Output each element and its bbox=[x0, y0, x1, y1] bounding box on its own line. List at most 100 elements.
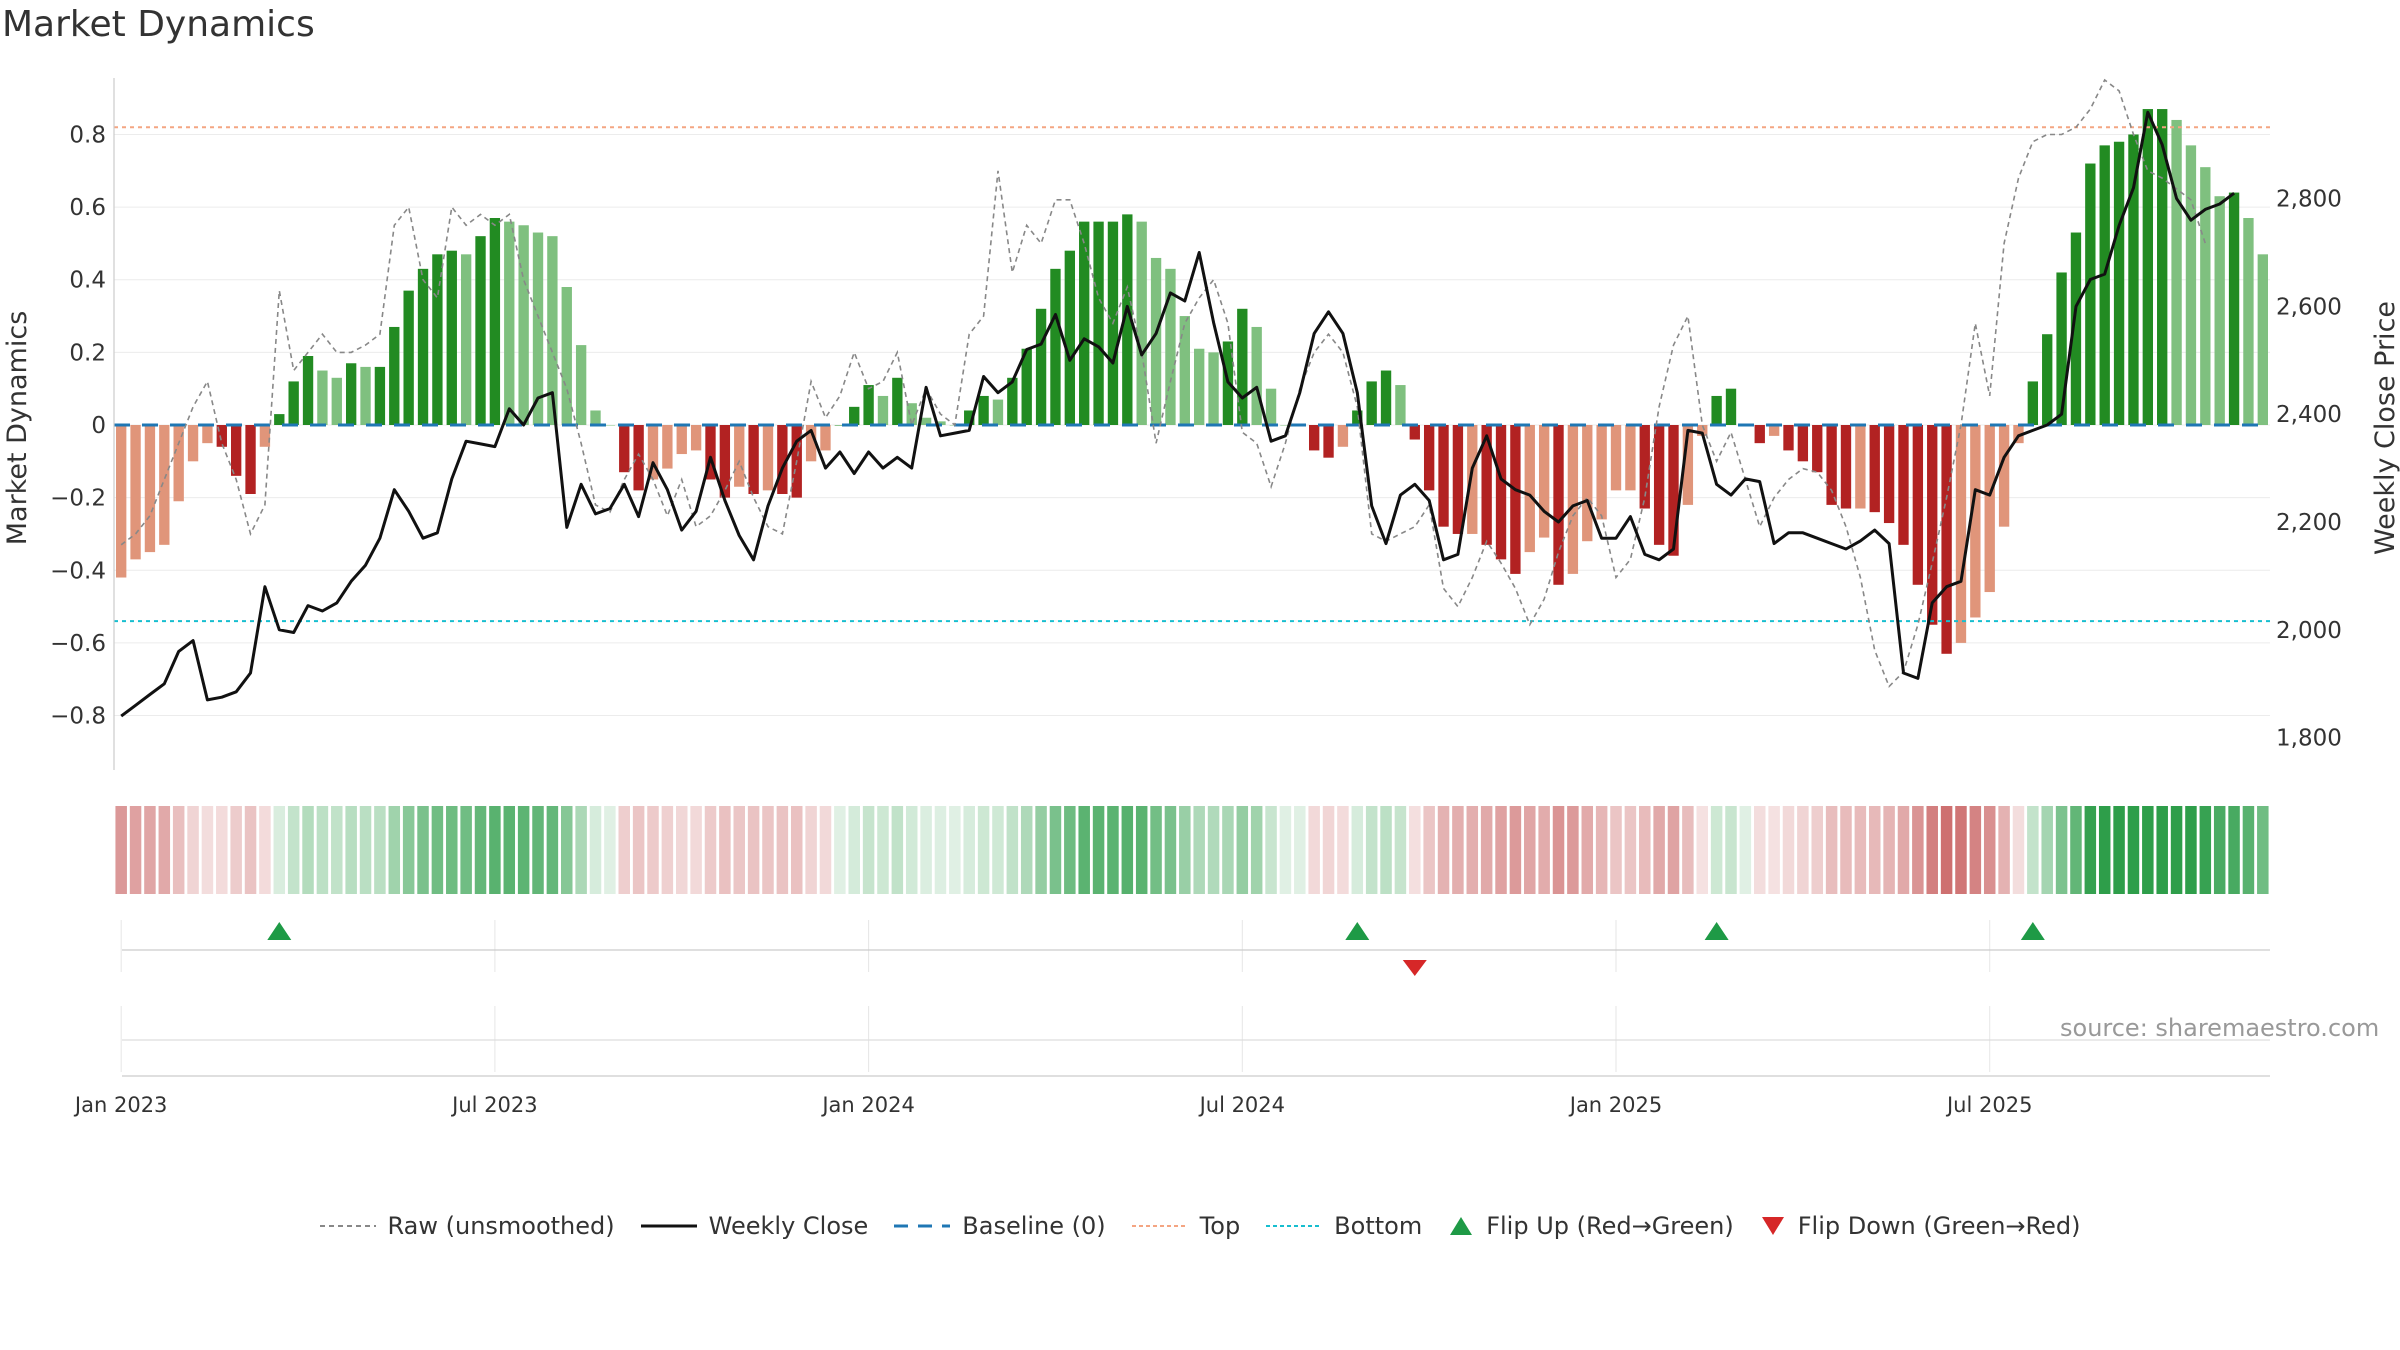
regime-band-cell bbox=[1006, 806, 1019, 894]
legend-item-flip-up: Flip Up (Red→Green) bbox=[1448, 1212, 1734, 1240]
regime-band-cell bbox=[1365, 806, 1378, 894]
regime-band-cell bbox=[359, 806, 372, 894]
dynamics-bar bbox=[1524, 425, 1535, 553]
y-right-tick-label: 2,200 bbox=[2276, 510, 2342, 536]
legend-item-close: Weekly Close bbox=[640, 1212, 868, 1240]
dynamics-bar bbox=[187, 425, 199, 462]
regime-band-cell bbox=[1739, 806, 1752, 894]
regime-band-cell bbox=[1337, 806, 1349, 894]
regime-band-cell bbox=[2228, 806, 2240, 894]
dynamics-bar bbox=[805, 425, 817, 462]
dynamics-bar bbox=[1093, 221, 1104, 425]
y-left-tick-label: 0.4 bbox=[69, 268, 106, 294]
raw-series-line bbox=[120, 78, 2207, 688]
dynamics-bar bbox=[1438, 425, 1449, 527]
dynamics-bar bbox=[647, 425, 659, 480]
dynamics-bar bbox=[1481, 425, 1492, 545]
regime-band-cell bbox=[1423, 806, 1435, 894]
dynamics-bar bbox=[1064, 250, 1076, 425]
dynamics-bar bbox=[1567, 425, 1579, 574]
dynamics-bar bbox=[1998, 425, 2010, 527]
regime-band-cell bbox=[1538, 806, 1550, 894]
dynamics-bar bbox=[159, 425, 170, 545]
regime-band-cell bbox=[2142, 806, 2154, 894]
dynamics-bar bbox=[1840, 425, 1852, 509]
regime-band-cell bbox=[719, 806, 731, 894]
regime-band-cell bbox=[1064, 806, 1076, 894]
dynamics-bar bbox=[1927, 425, 1938, 625]
regime-band-cell bbox=[1725, 806, 1737, 894]
regime-band-cell bbox=[632, 806, 645, 894]
dynamics-bar bbox=[1423, 425, 1435, 491]
regime-band-cell bbox=[460, 806, 472, 894]
dynamics-bar bbox=[1035, 308, 1047, 425]
regime-band-cell bbox=[532, 806, 544, 894]
dynamics-bar bbox=[1711, 395, 1722, 425]
regime-band-cell bbox=[345, 806, 357, 894]
dynamics-bar bbox=[1912, 425, 1924, 585]
dynamics-bar bbox=[705, 425, 716, 480]
dynamics-bar bbox=[1955, 425, 1967, 643]
regime-band-cell bbox=[1912, 806, 1924, 894]
regime-band-cell bbox=[690, 806, 702, 894]
regime-band-cell bbox=[920, 806, 932, 894]
dynamics-bar bbox=[403, 290, 414, 425]
dynamics-bar bbox=[274, 414, 285, 425]
regime-band-cell bbox=[1265, 806, 1277, 894]
line-layer bbox=[114, 78, 2270, 718]
regime-band-cell bbox=[1667, 806, 1680, 894]
regime-band-cell bbox=[2170, 806, 2183, 894]
regime-band-cell bbox=[273, 806, 286, 894]
x-tick-label: Jul 2024 bbox=[1198, 1093, 1285, 1117]
dynamics-bar bbox=[1352, 410, 1363, 425]
regime-band-cell bbox=[963, 806, 975, 894]
regime-band-cell bbox=[1840, 806, 1852, 894]
dynamics-bar bbox=[2042, 334, 2053, 425]
dynamics-bar bbox=[2257, 254, 2268, 425]
regime-band-cell bbox=[747, 806, 760, 894]
regime-band-cell bbox=[2156, 806, 2168, 894]
regime-band-cell bbox=[503, 806, 516, 894]
regime-band-cell bbox=[2242, 806, 2255, 894]
regime-band-cell bbox=[1567, 806, 1579, 894]
dynamics-bar bbox=[676, 425, 687, 455]
regime-band-cell bbox=[1308, 806, 1320, 894]
regime-band-cell bbox=[1193, 806, 1205, 894]
regime-band-cell bbox=[977, 806, 990, 894]
regime-band-cell bbox=[1380, 806, 1392, 894]
dynamics-bar bbox=[906, 403, 917, 425]
regime-band-cell bbox=[934, 806, 947, 894]
regime-band-cell bbox=[805, 806, 817, 894]
regime-band-cell bbox=[1179, 806, 1191, 894]
dynamics-bar bbox=[1898, 425, 1909, 545]
dynamics-bar bbox=[2128, 134, 2139, 425]
regime-band-cell bbox=[2257, 806, 2269, 894]
dynamics-bar bbox=[360, 366, 371, 425]
legend-label-raw: Raw (unsmoothed) bbox=[387, 1212, 615, 1240]
regime-band-cell bbox=[388, 806, 401, 894]
dynamics-bar bbox=[877, 395, 889, 425]
dynamics-bar bbox=[748, 425, 759, 494]
dynamics-bar bbox=[532, 232, 544, 425]
regime-band-cell bbox=[1552, 806, 1565, 894]
regime-band-cell bbox=[172, 806, 185, 894]
raw-line-swatch bbox=[319, 1225, 376, 1227]
y-left-tick-label: −0.2 bbox=[50, 486, 106, 512]
regime-band-cell bbox=[661, 806, 674, 894]
dynamics-bar bbox=[935, 421, 946, 425]
regime-band-cell bbox=[1926, 806, 1938, 894]
regime-band-cell bbox=[1020, 806, 1033, 894]
regime-band-cell bbox=[1983, 806, 1996, 894]
regime-band-cell bbox=[1049, 806, 1062, 894]
regime-band-cell bbox=[1710, 806, 1723, 894]
dynamics-bar bbox=[259, 425, 271, 447]
legend-label-baseline: Baseline (0) bbox=[962, 1212, 1106, 1240]
dynamics-bar bbox=[1725, 388, 1737, 425]
regime-band-cell bbox=[1466, 806, 1479, 894]
regime-band-cell bbox=[216, 806, 228, 894]
x-tick-label: Jan 2023 bbox=[73, 1093, 168, 1117]
dynamics-bar bbox=[302, 356, 314, 425]
x-tick-label: Jan 2025 bbox=[1568, 1093, 1663, 1117]
regime-band-cell bbox=[2070, 806, 2082, 894]
regime-band-cell bbox=[1480, 806, 1493, 894]
